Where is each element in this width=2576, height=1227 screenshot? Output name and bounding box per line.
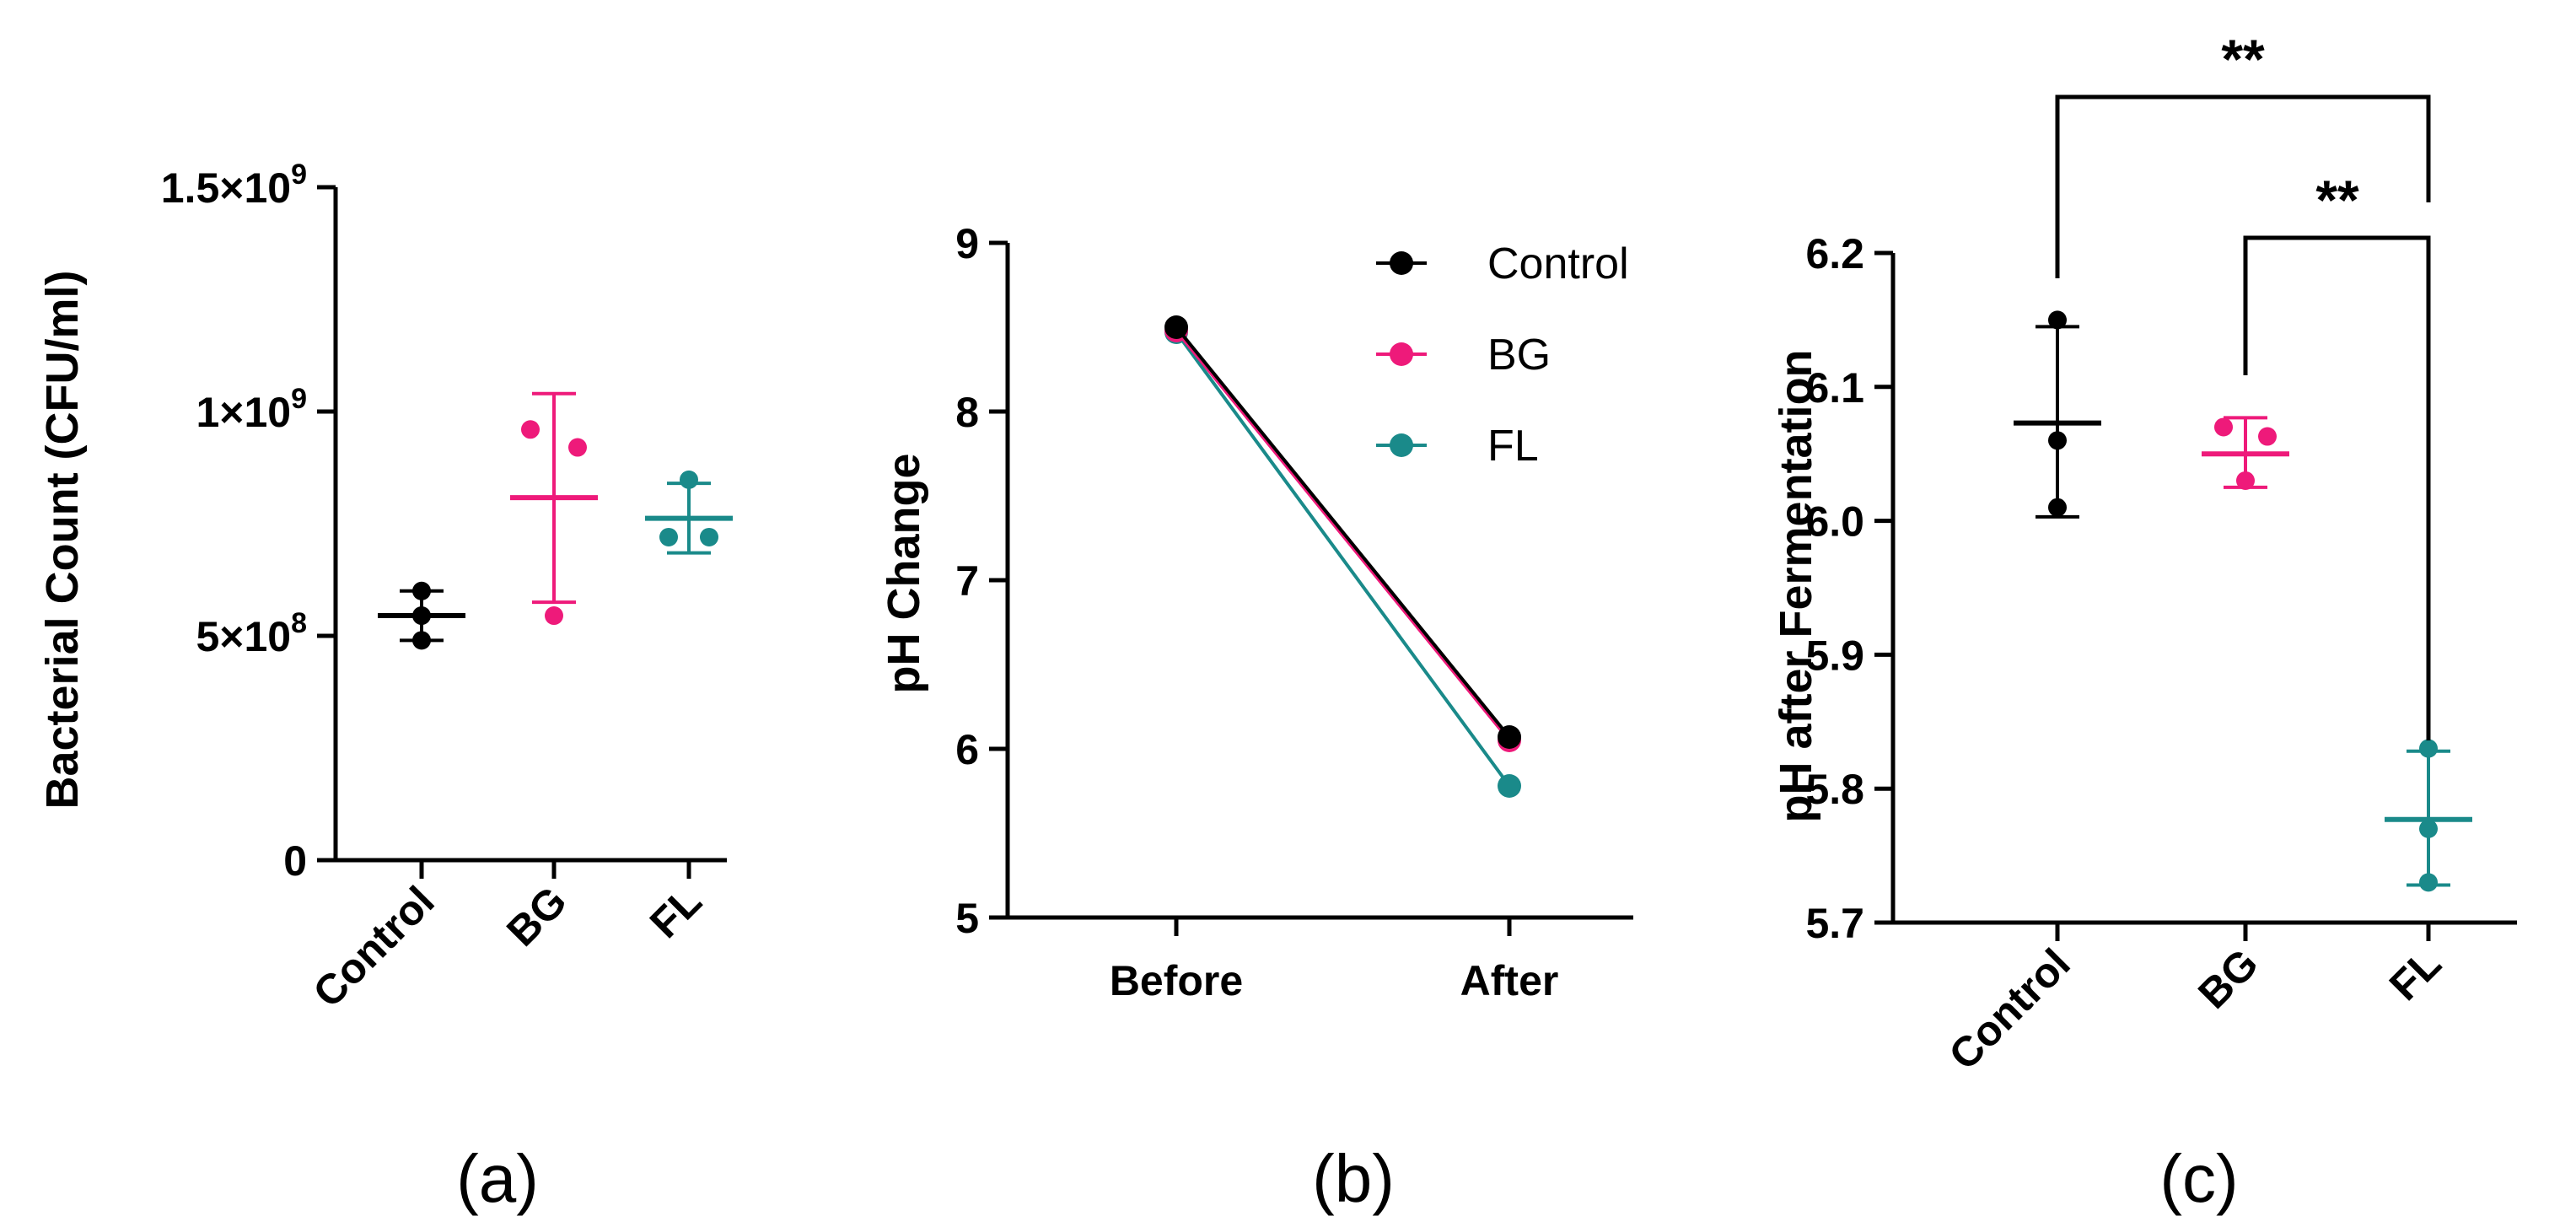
panel-c-point-fl (2419, 819, 2438, 838)
panel-b-label: (b) (1312, 1141, 1395, 1216)
legend-label-fl: FL (1487, 422, 1539, 471)
significance-label: ** (2221, 28, 2265, 90)
panel-b-line-control (1175, 326, 1511, 739)
panel-b-x-ticks: Before After (1110, 918, 1559, 1004)
panel-a-point-bg (545, 606, 563, 626)
panel-b-marks (1164, 315, 1521, 798)
panel-b-point-control (1498, 725, 1521, 749)
panel-a-point-fl (700, 527, 718, 546)
legend-label-control: Control (1487, 239, 1629, 288)
panel-a-ytick-label: 1×109 (196, 383, 307, 436)
panel-c-xtick-label: FL (2380, 939, 2450, 1009)
panel-a-point-control (412, 581, 431, 600)
panel-c-label: (c) (2159, 1141, 2238, 1216)
panel-a-point-bg (568, 438, 587, 457)
legend-marker-control (1390, 251, 1413, 275)
panel-a-ytick-label: 1.5×109 (161, 159, 307, 212)
panel-b-line-fl (1175, 331, 1511, 788)
panel-c-ytick-label: 5.7 (1805, 900, 1864, 947)
legend-marker-bg (1390, 342, 1413, 366)
panel-a-point-control (412, 606, 431, 626)
panel-b-ytick-label: 6 (955, 726, 979, 773)
panel-c-x-ticks: Control BG FL (1940, 923, 2450, 1079)
panel-a-ytick-label: 5×108 (196, 607, 307, 660)
panel-c-ph-after-fermentation: pH after Fermentation 5.7 5.8 5.9 6.0 6.1 6.2… (1771, 28, 2517, 1216)
panel-c-ytick-label: 6.1 (1805, 364, 1864, 412)
panel-c-point-bg (2214, 417, 2233, 437)
panel-c-point-bg (2236, 471, 2255, 490)
panel-c-point-fl (2419, 873, 2438, 892)
panel-c-point-control (2048, 310, 2067, 330)
panel-c-y-ticks: 5.7 5.8 5.9 6.0 6.1 6.2 (1805, 230, 1893, 947)
legend-marker-fl (1390, 433, 1413, 457)
panel-b-ytick-label: 8 (955, 389, 979, 436)
panel-c-ytick-label: 6.0 (1805, 498, 1864, 546)
panel-a-point-bg (521, 420, 540, 439)
panel-a-x-ticks: Control BG FL (304, 860, 711, 1016)
significance-label: ** (2315, 169, 2359, 231)
significance-bracket-bg-fl (2243, 235, 2431, 740)
panel-b-ylabel: pH Change (879, 453, 929, 693)
panel-a-y-ticks: 0 5×108 1×109 1.5×109 (161, 159, 336, 885)
panel-c-point-control (2048, 498, 2067, 517)
panel-c-ytick-label: 5.8 (1805, 766, 1864, 813)
panel-b-y-ticks: 5 6 7 8 9 (955, 220, 1008, 942)
panel-a-xtick-label: Control (304, 877, 444, 1016)
panel-b-point-control (1164, 315, 1188, 339)
panel-c-marks (2014, 310, 2472, 892)
panel-a-ylabel: Bacterial Count (CFU/ml) (37, 270, 88, 809)
panel-c-ylabel: pH after Fermentation (1771, 349, 1821, 822)
panel-b-ytick-label: 7 (955, 557, 979, 605)
panel-c-point-control (2048, 431, 2067, 450)
panel-b-ytick-label: 9 (955, 220, 979, 267)
panel-a-point-fl (659, 527, 678, 546)
panel-a-label: (a) (456, 1141, 539, 1216)
panel-a-point-control (412, 631, 431, 650)
panel-a-marks (378, 391, 733, 650)
panel-b-xtick-label: After (1460, 957, 1559, 1004)
panel-a-point-fl (680, 470, 698, 489)
panel-c-xtick-label: BG (2189, 939, 2267, 1018)
panel-a-bacterial-count: Bacterial Count (CFU/ml) 0 5×108 1×109 1.5×… (37, 159, 733, 1216)
panel-b-ytick-label: 5 (955, 895, 979, 942)
panel-b-xtick-label: Before (1110, 957, 1243, 1004)
panel-a-xtick-label: BG (497, 877, 576, 955)
panel-c-significance: ** ** (2055, 28, 2431, 740)
legend-label-bg: BG (1487, 331, 1551, 379)
panel-a-ytick-label: 0 (283, 837, 307, 885)
panel-c-xtick-label: Control (1940, 939, 2079, 1079)
panel-b-legend: Control BG FL (1376, 239, 1629, 471)
panel-b-line-bg (1175, 329, 1511, 742)
panel-b-point-fl (1498, 774, 1521, 798)
panel-a-xtick-label: FL (641, 877, 711, 947)
panel-c-point-fl (2419, 739, 2438, 758)
panel-c-ytick-label: 6.2 (1805, 230, 1864, 277)
panel-c-ytick-label: 5.9 (1805, 632, 1864, 679)
significance-bracket-control-fl (2055, 94, 2431, 278)
panel-c-point-bg (2258, 427, 2277, 446)
